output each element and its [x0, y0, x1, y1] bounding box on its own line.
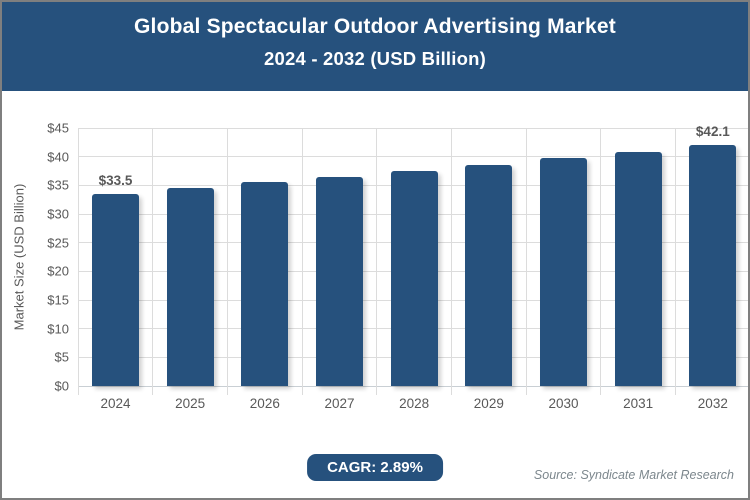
bar-2025 — [166, 188, 214, 386]
gridline-x — [77, 128, 79, 395]
gridline-y — [78, 385, 748, 387]
y-tick-label: $10 — [47, 321, 69, 337]
plot-area: $0 $5 $10 $15 $20 $25 $30 $35 $40 $45 2024 2025 2026… — [47, 121, 748, 411]
x-tick-label: 2027 — [324, 396, 355, 411]
y-tick-label: $20 — [47, 263, 69, 279]
gridline-x — [450, 128, 452, 395]
bar-2032 — [689, 144, 737, 386]
bar-2031 — [614, 151, 662, 386]
bar-value-label: $42.1 — [695, 123, 730, 139]
y-tick-label: $15 — [47, 292, 69, 308]
bar-2030 — [539, 158, 587, 386]
gridline-x — [376, 128, 378, 395]
x-tick-label: 2031 — [623, 396, 654, 411]
bar-2024 — [91, 193, 139, 386]
bar-2026 — [241, 182, 289, 386]
y-tick-label: $30 — [47, 206, 69, 222]
y-tick-label: $45 — [47, 120, 69, 136]
bar-2028 — [390, 171, 438, 386]
gridline-x — [152, 128, 154, 395]
x-tick-label: 2029 — [473, 396, 504, 411]
y-tick-label: $35 — [47, 177, 69, 193]
bar-2027 — [315, 176, 363, 386]
gridline-y — [78, 156, 748, 158]
x-tick-label: 2026 — [249, 396, 280, 411]
gridline-y — [78, 127, 748, 129]
gridline-x — [226, 128, 228, 395]
y-axis-title: Market Size (USD Billion) — [11, 183, 27, 331]
y-tick-label: $5 — [54, 349, 69, 365]
cagr-badge: CAGR: 2.89% — [307, 454, 443, 481]
gridline-x — [600, 128, 602, 395]
chart-subtitle: 2024 - 2032 (USD Billion) — [264, 48, 486, 69]
gridline-x — [301, 128, 303, 395]
x-tick-label: 2024 — [100, 396, 131, 411]
source-caption: Source: Syndicate Market Research — [533, 468, 734, 482]
gridline-x — [525, 128, 527, 395]
chart-header: Global Spectacular Outdoor Advertising M… — [2, 2, 748, 91]
chart-title: Global Spectacular Outdoor Advertising M… — [134, 15, 616, 38]
bar-value-label: $33.5 — [98, 172, 133, 188]
bar-2029 — [465, 164, 513, 386]
x-tick-label: 2030 — [548, 396, 579, 411]
x-tick-label: 2028 — [399, 396, 430, 411]
x-tick-label: 2032 — [697, 396, 728, 411]
x-tick-label: 2025 — [175, 396, 206, 411]
gridline-x — [674, 128, 676, 395]
y-tick-label: $25 — [47, 235, 69, 251]
y-tick-label: $0 — [54, 378, 69, 394]
y-tick-label: $40 — [47, 149, 69, 165]
